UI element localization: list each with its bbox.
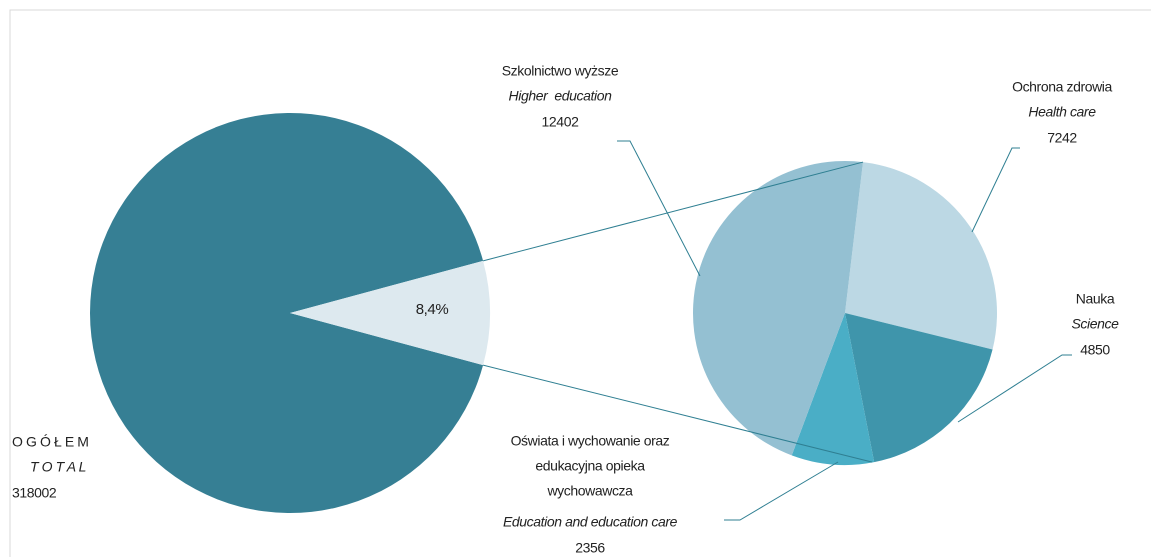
data-label: 318002 bbox=[12, 485, 57, 501]
connector bbox=[482, 364, 873, 463]
category-label: Ochrona zdrowia bbox=[1012, 79, 1112, 95]
pie-slice bbox=[845, 313, 993, 463]
pie-slice bbox=[290, 260, 490, 366]
category-label: Higher education bbox=[509, 88, 613, 104]
category-label: Szkolnictwo wyższe bbox=[502, 63, 619, 79]
category-label: Health care bbox=[1028, 104, 1096, 120]
leader-line bbox=[971, 147, 1020, 233]
leader-line bbox=[617, 140, 701, 277]
pie-slice bbox=[693, 161, 863, 456]
pie-slice bbox=[845, 162, 997, 350]
category-label: T O T A L bbox=[30, 459, 86, 475]
frame bbox=[9, 9, 1151, 557]
pie-slice bbox=[791, 313, 875, 466]
category-label: O G Ó Ł E M bbox=[12, 434, 89, 450]
connector bbox=[482, 161, 864, 262]
data-label: 2356 bbox=[575, 540, 605, 556]
category-label: Nauka bbox=[1076, 291, 1115, 307]
category-label: Oświata i wychowanie oraz bbox=[511, 433, 670, 449]
data-label: 4850 bbox=[1080, 342, 1110, 358]
category-label: wychowawcza bbox=[546, 483, 633, 499]
category-label: Science bbox=[1071, 316, 1119, 332]
pie-slice bbox=[90, 112, 484, 513]
data-label: 8,4% bbox=[416, 301, 449, 318]
data-label: 12402 bbox=[542, 114, 580, 130]
data-label: 7242 bbox=[1047, 130, 1077, 146]
category-label: edukacyjna opieka bbox=[535, 458, 645, 474]
leader-line bbox=[724, 461, 839, 521]
category-label: Education and education care bbox=[503, 514, 678, 530]
leader-line bbox=[957, 354, 1072, 423]
